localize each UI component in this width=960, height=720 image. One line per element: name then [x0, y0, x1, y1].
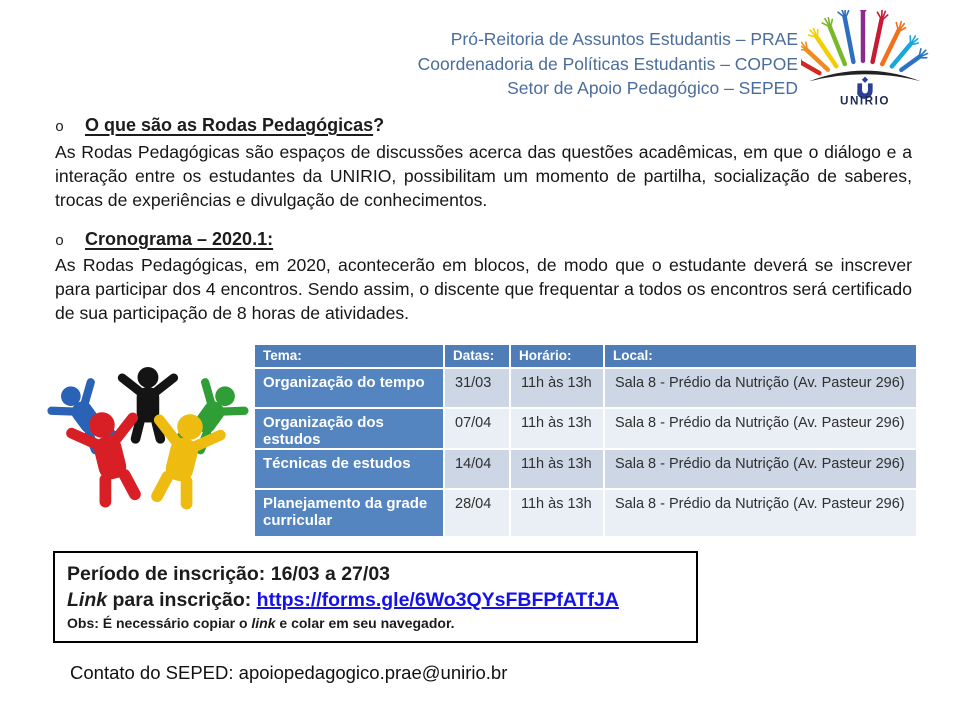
section2-heading: o Cronograma – 2020.1:	[55, 229, 273, 250]
cell-data: 28/04	[443, 488, 511, 538]
header-org-block: Pró-Reitoria de Assuntos Estudantis – PR…	[418, 27, 798, 101]
unirio-logo-icon: UNIRIO	[791, 2, 929, 108]
table-row: Organização do tempo 31/03 11h às 13h Sa…	[253, 367, 918, 409]
col-header-datas: Datas:	[443, 343, 511, 369]
cell-horario: 11h às 13h	[509, 448, 605, 490]
cell-local: Sala 8 - Prédio da Nutrição (Av. Pasteur…	[603, 448, 918, 490]
cell-local: Sala 8 - Prédio da Nutrição (Av. Pasteur…	[603, 488, 918, 538]
inscription-obs-line: Obs: É necessário copiar o link e colar …	[67, 615, 455, 631]
header-line-copoe: Coordenadoria de Políticas Estudantis – …	[417, 53, 798, 74]
inscription-link-line: Link para inscrição: https://forms.gle/6…	[67, 589, 619, 611]
cell-data: 14/04	[443, 448, 511, 490]
inscription-link[interactable]: https://forms.gle/6Wo3QYsFBFPfATfJA	[256, 589, 619, 611]
inscription-period-line: Período de inscrição: 16/03 a 27/03	[67, 563, 391, 585]
people-circle-clipart	[32, 360, 258, 525]
col-header-horario: Horário:	[509, 343, 605, 369]
cell-tema: Organização dos estudos	[253, 407, 445, 450]
link-word: Link	[67, 589, 108, 611]
bullet-icon: o	[55, 119, 65, 136]
cell-horario: 11h às 13h	[509, 407, 605, 450]
table-header-row: Tema: Datas: Horário: Local:	[253, 343, 918, 369]
cell-local: Sala 8 - Prédio da Nutrição (Av. Pasteur…	[603, 367, 918, 409]
inscription-box: Período de inscrição: 16/03 a 27/03 Link…	[53, 551, 698, 643]
contact-line: Contato do SEPED: apoiopedagogico.prae@u…	[70, 662, 508, 683]
header-line-prae: Pró-Reitoria de Assuntos Estudantis – PR…	[450, 29, 798, 49]
logo-wordmark: UNIRIO	[840, 95, 890, 108]
schedule-table: Tema: Datas: Horário: Local: Organização…	[253, 343, 918, 538]
section1-title: O que são as Rodas Pedagógicas	[85, 115, 374, 135]
logo-arc	[809, 70, 921, 82]
table-row: Organização dos estudos 07/04 11h às 13h…	[253, 407, 918, 450]
cell-data: 07/04	[443, 407, 511, 450]
section1-paragraph: As Rodas Pedagógicas são espaços de disc…	[55, 142, 912, 211]
table-row: Planejamento da grade curricular 28/04 1…	[253, 488, 918, 538]
section1-heading: o O que são as Rodas Pedagógicas?	[55, 115, 384, 136]
cell-data: 31/03	[443, 367, 511, 409]
header-line-seped: Setor de Apoio Pedagógico – SEPED	[507, 78, 798, 98]
col-header-local: Local:	[603, 343, 918, 369]
cell-tema: Técnicas de estudos	[253, 448, 445, 490]
cell-horario: 11h às 13h	[509, 367, 605, 409]
section1-title-suffix: ?	[373, 115, 385, 135]
bullet-icon: o	[55, 233, 65, 250]
cell-tema: Planejamento da grade curricular	[253, 488, 445, 538]
col-header-tema: Tema:	[253, 343, 445, 369]
logo-u-emblem	[857, 76, 873, 99]
section2-paragraph: As Rodas Pedagógicas, em 2020, acontecer…	[55, 255, 912, 324]
cell-horario: 11h às 13h	[509, 488, 605, 538]
cell-tema: Organização do tempo	[253, 367, 445, 409]
unirio-hands-graphic: UNIRIO	[791, 2, 929, 108]
logo-hands	[791, 2, 929, 76]
cell-local: Sala 8 - Prédio da Nutrição (Av. Pasteur…	[603, 407, 918, 450]
table-row: Técnicas de estudos 14/04 11h às 13h Sal…	[253, 448, 918, 490]
section2-title: Cronograma – 2020.1:	[85, 229, 274, 249]
